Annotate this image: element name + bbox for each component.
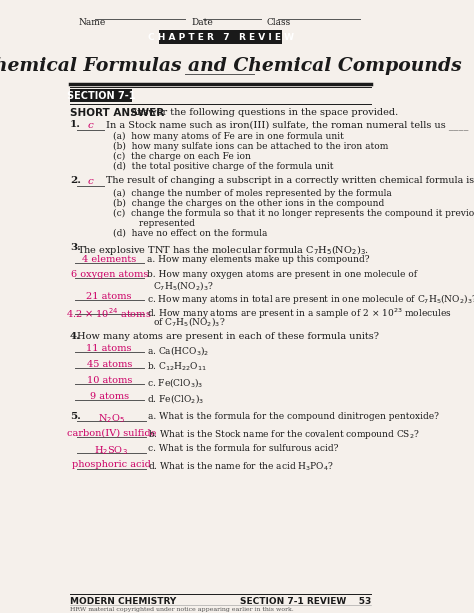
Text: represented: represented xyxy=(113,219,194,227)
Text: 9 atoms: 9 atoms xyxy=(90,392,129,402)
Text: (b)  change the charges on the other ions in the compound: (b) change the charges on the other ions… xyxy=(113,199,384,208)
Text: 10 atoms: 10 atoms xyxy=(87,376,132,386)
Text: a. What is the formula for the compound dinitrogen pentoxide?: a. What is the formula for the compound … xyxy=(148,412,439,421)
Text: 1.: 1. xyxy=(70,120,81,129)
Text: 6 oxygen atoms: 6 oxygen atoms xyxy=(71,270,148,280)
FancyBboxPatch shape xyxy=(70,89,132,102)
Text: c. Fe(ClO$_3$)$_3$: c. Fe(ClO$_3$)$_3$ xyxy=(147,376,203,389)
Text: The result of changing a subscript in a correctly written chemical formula is to: The result of changing a subscript in a … xyxy=(107,176,474,185)
Text: HRW material copyrighted under notice appearing earlier in this work.: HRW material copyrighted under notice ap… xyxy=(70,607,294,612)
Text: phosphoric acid: phosphoric acid xyxy=(72,460,151,469)
Text: How many atoms are present in each of these formula units?: How many atoms are present in each of th… xyxy=(77,332,379,341)
Text: Class: Class xyxy=(266,18,290,27)
Text: (d)  have no effect on the formula: (d) have no effect on the formula xyxy=(113,229,267,238)
Text: 2.: 2. xyxy=(70,176,81,185)
Text: of C$_7$H$_5$(NO$_2$)$_3$?: of C$_7$H$_5$(NO$_2$)$_3$? xyxy=(153,316,225,329)
Text: c: c xyxy=(88,177,93,186)
Text: b. How many oxygen atoms are present in one molecule of: b. How many oxygen atoms are present in … xyxy=(147,270,417,280)
Text: 4 elements: 4 elements xyxy=(82,254,137,264)
Text: c. How many atoms in total are present in one molecule of C$_7$H$_5$(NO$_2$)$_3$: c. How many atoms in total are present i… xyxy=(147,292,474,306)
Text: C$_7$H$_5$(NO$_2$)$_3$?: C$_7$H$_5$(NO$_2$)$_3$? xyxy=(153,280,213,292)
Text: (a)  change the number of moles represented by the formula: (a) change the number of moles represent… xyxy=(113,189,392,198)
Text: d. What is the name for the acid H$_3$PO$_4$?: d. What is the name for the acid H$_3$PO… xyxy=(148,460,335,473)
Text: b. What is the Stock name for the covalent compound CS$_2$?: b. What is the Stock name for the covale… xyxy=(148,428,420,441)
Text: The explosive TNT has the molecular formula C$_7$H$_5$(NO$_2$)$_3$.: The explosive TNT has the molecular form… xyxy=(77,243,369,257)
Text: 21 atoms: 21 atoms xyxy=(86,292,132,302)
Text: a. How many elements make up this compound?: a. How many elements make up this compou… xyxy=(147,254,370,264)
Text: SECTION 7-1 REVIEW    53: SECTION 7-1 REVIEW 53 xyxy=(240,597,371,606)
Text: N$_2$O$_5$: N$_2$O$_5$ xyxy=(98,412,125,425)
Text: a. Ca(HCO$_3$)$_2$: a. Ca(HCO$_3$)$_2$ xyxy=(147,345,210,357)
Text: d. Fe(ClO$_2$)$_3$: d. Fe(ClO$_2$)$_3$ xyxy=(147,392,204,405)
FancyBboxPatch shape xyxy=(159,30,282,44)
Text: (b)  how many sulfate ions can be attached to the iron atom: (b) how many sulfate ions can be attache… xyxy=(113,142,388,151)
Text: Name: Name xyxy=(78,18,106,27)
Text: MODERN CHEMISTRY: MODERN CHEMISTRY xyxy=(70,597,176,606)
Text: In a Stock name such as iron(III) sulfate, the roman numeral tells us ____: In a Stock name such as iron(III) sulfat… xyxy=(107,120,469,129)
Text: carbon(IV) sulfide: carbon(IV) sulfide xyxy=(67,428,156,437)
Text: Date: Date xyxy=(192,18,213,27)
Text: Chemical Formulas and Chemical Compounds: Chemical Formulas and Chemical Compounds xyxy=(0,57,462,75)
Text: 4.2 $\times$ 10$^{24}$ atoms: 4.2 $\times$ 10$^{24}$ atoms xyxy=(66,306,152,320)
Text: 3.: 3. xyxy=(70,243,81,251)
Text: b. C$_{12}$H$_{22}$O$_{11}$: b. C$_{12}$H$_{22}$O$_{11}$ xyxy=(147,360,207,373)
Text: SHORT ANSWER: SHORT ANSWER xyxy=(70,108,164,118)
Text: Answer the following questions in the space provided.: Answer the following questions in the sp… xyxy=(130,108,398,117)
Text: 4.: 4. xyxy=(70,332,81,341)
Text: 5.: 5. xyxy=(70,412,81,421)
Text: d. How many atoms are present in a sample of 2 $\times$ 10$^{23}$ molecules: d. How many atoms are present in a sampl… xyxy=(147,306,452,321)
Text: C H A P T E R   7   R E V I E W: C H A P T E R 7 R E V I E W xyxy=(148,33,294,42)
Text: 11 atoms: 11 atoms xyxy=(86,345,132,353)
Text: c. What is the formula for sulfurous acid?: c. What is the formula for sulfurous aci… xyxy=(148,444,339,453)
Text: (a)  how many atoms of Fe are in one formula unit: (a) how many atoms of Fe are in one form… xyxy=(113,132,344,141)
Text: SECTION 7-1: SECTION 7-1 xyxy=(67,91,135,101)
Text: c: c xyxy=(88,121,93,130)
Text: H$_2$SO$_3$: H$_2$SO$_3$ xyxy=(94,444,128,457)
Text: (c)  change the formula so that it no longer represents the compound it previous: (c) change the formula so that it no lon… xyxy=(113,208,474,218)
Text: (d)  the total positive charge of the formula unit: (d) the total positive charge of the for… xyxy=(113,162,333,171)
Text: (c)  the charge on each Fe ion: (c) the charge on each Fe ion xyxy=(113,151,251,161)
Text: 45 atoms: 45 atoms xyxy=(87,360,132,369)
